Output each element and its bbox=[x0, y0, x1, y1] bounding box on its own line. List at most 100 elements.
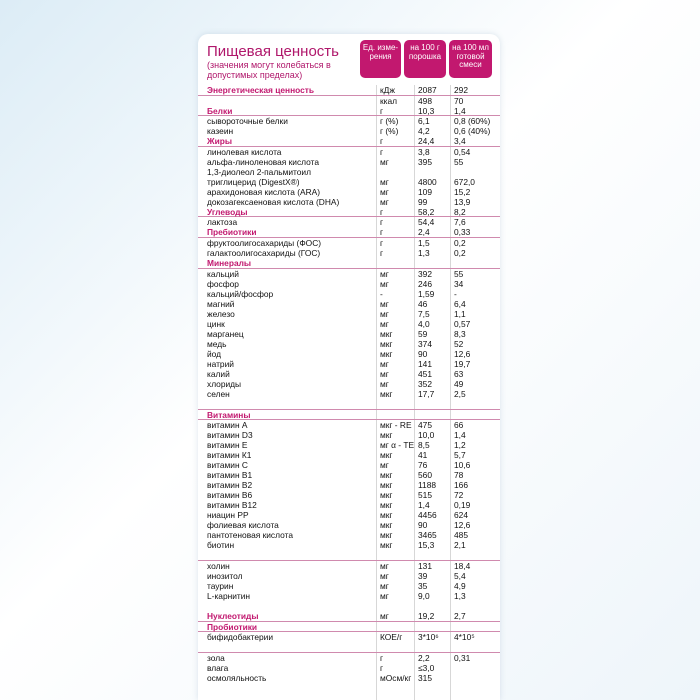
nutrient-unit: мкг bbox=[380, 388, 393, 399]
nutrient-row: железо мг 7,5 1,1 bbox=[198, 309, 500, 319]
nutrient-row bbox=[198, 601, 500, 611]
value-per-100ml: 1,1 bbox=[454, 308, 466, 319]
value-per-100g: 1188 bbox=[418, 480, 437, 491]
value-per-100g: 352 bbox=[418, 378, 432, 389]
nutrient-unit: мг bbox=[380, 186, 389, 197]
value-per-100g: 39 bbox=[418, 571, 428, 582]
nutrient-unit: мкг bbox=[380, 328, 393, 339]
nutrient-name: марганец bbox=[207, 328, 244, 339]
nutrient-unit: КОЕ/г bbox=[380, 632, 403, 643]
nutrient-row: кальций/фосфор - 1,59 - bbox=[198, 289, 500, 299]
nutrient-name: ниацин PP bbox=[207, 510, 249, 521]
nutrient-unit: мОсм/кг bbox=[380, 673, 412, 684]
value-per-100g: 9,0 bbox=[418, 591, 430, 602]
nutrient-unit: мг bbox=[380, 308, 389, 319]
nutrient-row: витамин В1 мкг 560 78 bbox=[198, 470, 500, 480]
nutrient-row: зола г 2,2 0,31 bbox=[198, 653, 500, 663]
nutrient-unit: г bbox=[380, 206, 384, 217]
nutrient-name: Нуклеотиды bbox=[207, 611, 259, 622]
value-per-100ml: 166 bbox=[454, 480, 468, 491]
nutrient-unit: мг bbox=[380, 378, 389, 389]
value-per-100ml: 0,54 bbox=[454, 146, 471, 157]
nutrient-row bbox=[198, 550, 500, 562]
nutrient-unit: мкг bbox=[380, 470, 393, 481]
value-per-100g: 15,3 bbox=[418, 540, 435, 551]
nutrient-name: цинк bbox=[207, 318, 225, 329]
nutrient-row: фруктоолигосахариды (ФОС) г 1,5 0,2 bbox=[198, 238, 500, 248]
value-per-100ml: 72 bbox=[454, 490, 464, 501]
nutrient-name: медь bbox=[207, 338, 227, 349]
value-per-100g: 7,5 bbox=[418, 308, 430, 319]
value-per-100ml: 12,6 bbox=[454, 520, 471, 531]
nutrient-unit: мг bbox=[380, 318, 389, 329]
value-per-100ml: 4,9 bbox=[454, 581, 466, 592]
value-per-100g: 17,7 bbox=[418, 388, 435, 399]
nutrient-name: фолиевая кислота bbox=[207, 520, 279, 531]
value-per-100ml: 13,9 bbox=[454, 196, 471, 207]
nutrient-name: Минералы bbox=[207, 257, 252, 268]
nutrient-name: холин bbox=[207, 561, 230, 572]
section-header-row: Углеводы г 58,2 8,2 bbox=[198, 207, 500, 218]
nutrient-unit: г bbox=[380, 247, 384, 258]
nutrient-name: магний bbox=[207, 298, 235, 309]
value-per-100g: 19,2 bbox=[418, 611, 435, 622]
value-per-100ml: 10,6 bbox=[454, 460, 471, 471]
nutrient-name: линолевая кислота bbox=[207, 146, 282, 157]
value-per-100ml: 15,2 bbox=[454, 186, 471, 197]
nutrient-name: арахидоновая кислота (ARA) bbox=[207, 186, 321, 197]
nutrient-unit: г bbox=[380, 663, 384, 674]
nutrient-row: альфа-линоленовая кислота мг 395 55 bbox=[198, 157, 500, 167]
value-per-100ml: 292 bbox=[454, 85, 468, 95]
value-per-100ml: 78 bbox=[454, 470, 464, 481]
nutrient-row: витамин Е мг α - TE 8,5 1,2 bbox=[198, 440, 500, 450]
value-per-100ml: 1,4 bbox=[454, 105, 466, 116]
nutrient-unit: мкг bbox=[380, 530, 393, 541]
nutrient-name: инозитол bbox=[207, 571, 243, 582]
nutrient-unit: г bbox=[380, 105, 384, 116]
value-per-100g: 2,2 bbox=[418, 653, 430, 664]
value-per-100ml: 2,1 bbox=[454, 540, 466, 551]
nutrient-unit: мкг bbox=[380, 430, 393, 441]
nutrient-name: витамин Е bbox=[207, 440, 248, 451]
nutrient-unit: - bbox=[380, 288, 383, 299]
nutrient-name: витамин В12 bbox=[207, 500, 257, 511]
value-per-100g: 475 bbox=[418, 420, 432, 431]
nutrient-name: Пробиотики bbox=[207, 621, 258, 632]
nutrient-unit: г bbox=[380, 217, 384, 228]
nutrient-name: Витамины bbox=[207, 409, 251, 420]
panel-title: Пищевая ценность bbox=[207, 43, 339, 60]
value-per-100ml: 0,2 bbox=[454, 237, 466, 248]
nutrition-table: Энергетическая ценность кДж 2087 292 ккал 498… bbox=[198, 85, 500, 683]
nutrient-name: селен bbox=[207, 388, 230, 399]
column-header-unit: Ед. изме-рения bbox=[360, 40, 401, 78]
nutrient-name: осмоляльность bbox=[207, 673, 267, 684]
nutrient-name: хлориды bbox=[207, 378, 242, 389]
nutrient-name: казеин bbox=[207, 126, 234, 137]
value-per-100g: 560 bbox=[418, 470, 432, 481]
value-per-100g: 35 bbox=[418, 581, 428, 592]
nutrient-name: Углеводы bbox=[207, 206, 248, 217]
value-per-100ml: 0,2 bbox=[454, 247, 466, 258]
value-per-100g: 4456 bbox=[418, 510, 437, 521]
value-per-100g: 1,5 bbox=[418, 237, 430, 248]
value-per-100g: 246 bbox=[418, 278, 432, 289]
nutrient-row: пантотеновая кислота мкг 3465 485 bbox=[198, 530, 500, 540]
nutrient-unit: мг bbox=[380, 196, 389, 207]
nutrient-row: L-карнитин мг 9,0 1,3 bbox=[198, 591, 500, 601]
value-per-100ml: 5,4 bbox=[454, 571, 466, 582]
nutrient-name: фосфор bbox=[207, 278, 239, 289]
value-per-100g: 90 bbox=[418, 348, 428, 359]
nutrient-row: арахидоновая кислота (ARA) мг 109 15,2 bbox=[198, 187, 500, 197]
nutrient-unit: мкг bbox=[380, 500, 393, 511]
nutrient-unit: мг bbox=[380, 571, 389, 582]
nutrient-row: витамин В12 мкг 1,4 0,19 bbox=[198, 500, 500, 510]
nutrient-name: влага bbox=[207, 663, 229, 674]
value-per-100g: 54,4 bbox=[418, 217, 435, 228]
nutrient-row: ккал 498 70 bbox=[198, 96, 500, 106]
nutrient-row: витамин К1 мкг 41 5,7 bbox=[198, 450, 500, 460]
nutrient-row: витамин D3 мкг 10,0 1,4 bbox=[198, 430, 500, 440]
value-per-100g: 46 bbox=[418, 298, 428, 309]
value-per-100g: ≤3,0 bbox=[418, 663, 435, 674]
nutrient-row: селен мкг 17,7 2,5 bbox=[198, 389, 500, 399]
nutrient-unit: г bbox=[380, 227, 384, 238]
